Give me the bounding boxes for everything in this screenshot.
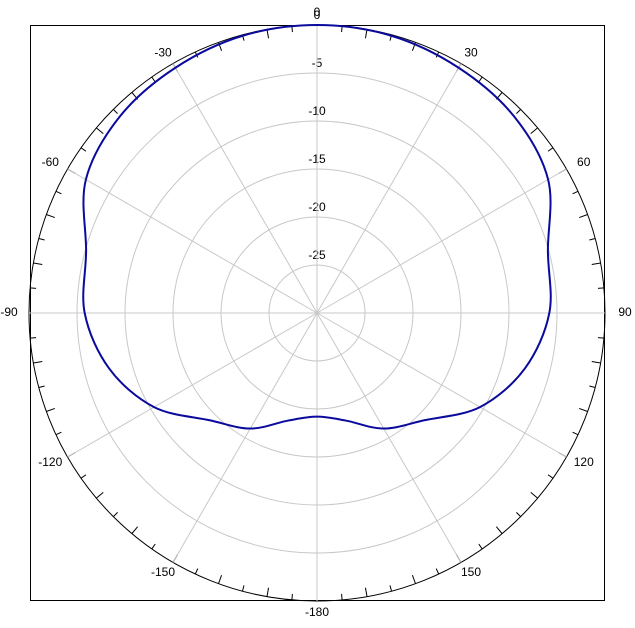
minor-tick — [266, 587, 270, 597]
minor-tick — [33, 262, 43, 266]
grid-spoke — [316, 63, 462, 314]
minor-tick — [572, 431, 579, 436]
angle-tick-label: -120 — [38, 455, 62, 469]
minor-tick — [435, 568, 440, 575]
minor-tick — [516, 108, 522, 114]
grid-spoke — [67, 312, 318, 458]
angle-tick-label: -30 — [154, 45, 172, 59]
minor-tick — [55, 190, 62, 195]
minor-tick — [241, 585, 245, 592]
minor-tick — [530, 491, 538, 499]
minor-tick — [38, 385, 45, 389]
angle-tick-label: 90 — [618, 305, 632, 319]
minor-tick — [530, 127, 538, 135]
angle-tick-label: -180 — [305, 605, 329, 619]
r-tick-label: 0 — [314, 8, 321, 22]
minor-tick — [38, 237, 45, 241]
minor-tick — [591, 360, 601, 364]
angle-tick-label: 0 — [314, 5, 321, 19]
minor-tick — [46, 407, 55, 412]
minor-tick — [80, 147, 87, 152]
minor-tick — [30, 287, 37, 289]
angle-tick-label: -60 — [42, 155, 60, 169]
grid-spoke — [316, 312, 567, 458]
minor-tick — [597, 287, 604, 289]
minor-tick — [547, 147, 554, 152]
minor-tick — [30, 337, 37, 339]
minor-tick — [151, 76, 156, 83]
minor-tick — [364, 587, 368, 597]
minor-tick — [547, 474, 554, 479]
minor-tick — [33, 360, 43, 364]
minor-tick — [589, 237, 596, 241]
minor-tick — [579, 214, 588, 219]
pattern-line — [82, 23, 552, 430]
grid-spoke — [172, 312, 318, 563]
minor-tick — [96, 491, 104, 499]
grid-spoke — [67, 168, 318, 314]
minor-tick — [597, 337, 604, 339]
minor-tick — [495, 526, 503, 534]
minor-tick — [516, 512, 522, 518]
minor-tick — [80, 474, 87, 479]
minor-tick — [151, 543, 156, 550]
minor-tick — [389, 585, 393, 592]
minor-tick — [194, 568, 199, 575]
minor-tick — [478, 76, 483, 83]
minor-tick — [96, 127, 104, 135]
minor-tick — [364, 29, 368, 39]
angle-tick-label: 120 — [574, 455, 594, 469]
angle-tick-label: 60 — [577, 155, 591, 169]
minor-tick — [591, 262, 601, 266]
minor-tick — [579, 407, 588, 412]
minor-tick — [55, 431, 62, 436]
minor-tick — [131, 526, 139, 534]
grid-spoke — [172, 63, 318, 314]
grid-spoke — [316, 168, 567, 314]
angle-tick-label: -150 — [151, 565, 175, 579]
minor-tick — [112, 108, 118, 114]
minor-tick — [478, 543, 483, 550]
minor-tick — [341, 593, 343, 600]
minor-tick — [266, 29, 270, 39]
minor-tick — [218, 575, 223, 584]
minor-tick — [291, 593, 293, 600]
angle-tick-label: 150 — [461, 565, 481, 579]
minor-tick — [572, 190, 579, 195]
angle-tick-label: 30 — [464, 45, 478, 59]
minor-tick — [589, 385, 596, 389]
angle-tick-label: -90 — [0, 305, 18, 319]
minor-tick — [112, 512, 118, 518]
minor-tick — [46, 214, 55, 219]
minor-tick — [411, 575, 416, 584]
grid-spoke — [316, 312, 462, 563]
